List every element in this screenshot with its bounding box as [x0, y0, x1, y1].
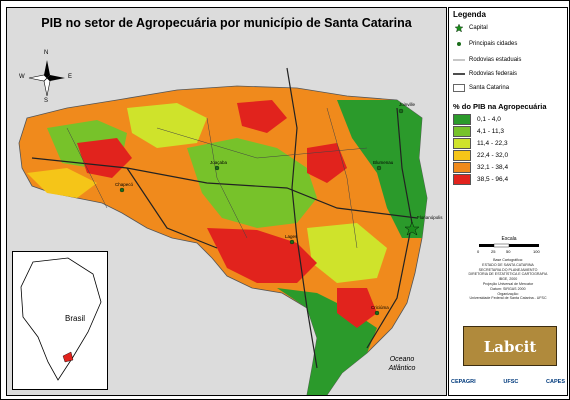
class-label: 4,1 - 11,3	[477, 128, 504, 135]
sponsor-logos: CEPAGRI UFSC CAPES	[451, 370, 565, 394]
star-icon	[454, 24, 464, 32]
region-red-north	[237, 100, 287, 133]
outline-box-icon	[453, 84, 465, 92]
legend-title: Legenda	[453, 10, 486, 19]
city-label-blumenau: Blumenau	[373, 160, 394, 165]
credit-line: Universidade Federal de Santa Catarina -…	[469, 296, 547, 301]
class-row: 32,1 - 38,4	[453, 162, 508, 173]
inset-brazil-label: Brasil	[65, 314, 86, 323]
credit-line: DIRETORIA DE ESTATÍSTICA E CARTOGRAFIA	[468, 272, 548, 277]
ocean-label: Oceano Atlântico	[357, 355, 446, 373]
compass-e: E	[68, 74, 73, 80]
class-label: 32,1 - 38,4	[477, 164, 509, 171]
credits-block: Base Cartográfica: ESTADO DE SANTA CATAR…	[455, 258, 561, 301]
map-title: PIB no setor de Agropecuária por municíp…	[41, 16, 412, 30]
labcit-logo: Labcit	[463, 326, 557, 366]
ocean-label-line1: Oceano	[389, 356, 415, 363]
city-label-criciuma: Criciúma	[371, 305, 389, 310]
region-red-west	[77, 138, 132, 178]
scale-bar: Escala 0 25 50 100	[477, 236, 541, 256]
scale-graphic	[479, 243, 539, 248]
north-arrow-icon: N S W E	[19, 50, 72, 104]
scale-tick: 25	[491, 249, 496, 254]
class-label: 22,4 - 32,0	[477, 152, 509, 159]
credit-line: SECRETARIA DO PLANEJAMENTO	[478, 267, 538, 272]
credit-line: Projeção Universal de Mercator	[482, 281, 534, 286]
class-swatch	[453, 138, 471, 149]
dot-icon	[457, 42, 461, 46]
ufsc-logo: UFSC	[503, 379, 519, 385]
capital-star-icon	[404, 221, 420, 236]
legend-item-label: Capital	[469, 25, 488, 31]
credit-line: Datum: SIRGAS 2000	[490, 286, 526, 291]
cepagri-logo: CEPAGRI	[451, 379, 476, 385]
class-swatch	[453, 150, 471, 161]
city-label-joacaba: Joaçaba	[210, 160, 228, 165]
class-swatch	[453, 162, 471, 173]
legend-panel: Legenda Capital Principais cidades Rodov…	[448, 7, 568, 396]
class-row: 11,4 - 22,3	[453, 138, 508, 149]
city-label-lages: Lages	[285, 234, 298, 239]
capes-logo: CAPES	[546, 379, 565, 385]
legend-item-capital: Capital	[453, 24, 488, 32]
legend-item-label: Rodovias federais	[469, 71, 518, 77]
legend-item-label: Principais cidades	[469, 41, 518, 47]
state-map	[18, 67, 428, 395]
region-lightgreen-center	[187, 138, 317, 228]
legend-item-label: Rodovias estaduais	[469, 57, 522, 63]
map-panel: PIB no setor de Agropecuária por municíp…	[6, 7, 447, 396]
ocean-label-line2: Atlântico	[388, 365, 416, 372]
class-row: 38,5 - 96,4	[453, 174, 508, 185]
brazil-inset: Brasil	[12, 251, 108, 390]
legend-item-label: Santa Catarina	[469, 85, 510, 91]
state-highways	[66, 107, 368, 249]
class-row: 22,4 - 32,0	[453, 150, 508, 161]
class-label: 38,5 - 96,4	[477, 176, 509, 183]
compass-n: N	[44, 50, 49, 56]
legend-item-state-outline: Santa Catarina	[453, 84, 509, 92]
legend-item-federal-roads: Rodovias federais	[453, 70, 517, 78]
class-swatch	[453, 126, 471, 137]
class-label: 11,4 - 22,3	[477, 140, 508, 147]
credit-line: Organização:	[497, 291, 519, 296]
scale-tick: 50	[506, 249, 511, 254]
credit-line: IBGE, 2000	[498, 277, 518, 282]
scale-tick: 0	[477, 249, 480, 254]
main-cities	[119, 108, 404, 316]
city-label-joinville: Joinville	[399, 102, 416, 107]
region-red-east	[307, 143, 347, 183]
class-label: 0,1 - 4,0	[477, 116, 501, 123]
region-red-south	[337, 288, 377, 328]
credit-line: ESTADO DE SANTA CATARINA	[482, 262, 534, 267]
region-yellow-2	[307, 223, 387, 283]
region-red-center	[207, 228, 317, 283]
class-swatch	[453, 114, 471, 125]
thick-line-icon	[453, 73, 465, 75]
classes-title: % do PIB na Agropecuária	[453, 102, 547, 111]
city-label-florianopolis: Florianópolis	[417, 215, 443, 220]
labcit-logo-text: Labcit	[483, 338, 537, 356]
compass-w: W	[19, 74, 25, 80]
class-swatch	[453, 174, 471, 185]
scale-tick: 100	[533, 249, 540, 254]
thin-line-icon	[453, 59, 465, 61]
region-green-east	[337, 100, 427, 238]
class-row: 4,1 - 11,3	[453, 126, 504, 137]
legend-item-cities: Principais cidades	[453, 40, 517, 48]
credit-line: Base Cartográfica:	[493, 258, 523, 262]
compass-s: S	[44, 98, 49, 104]
scale-label: Escala	[501, 236, 517, 242]
legend-item-state-roads: Rodovias estaduais	[453, 56, 521, 64]
region-yellow-3	[27, 168, 97, 198]
class-row: 0,1 - 4,0	[453, 114, 501, 125]
city-label-chapeco: Chapecó	[115, 182, 134, 187]
